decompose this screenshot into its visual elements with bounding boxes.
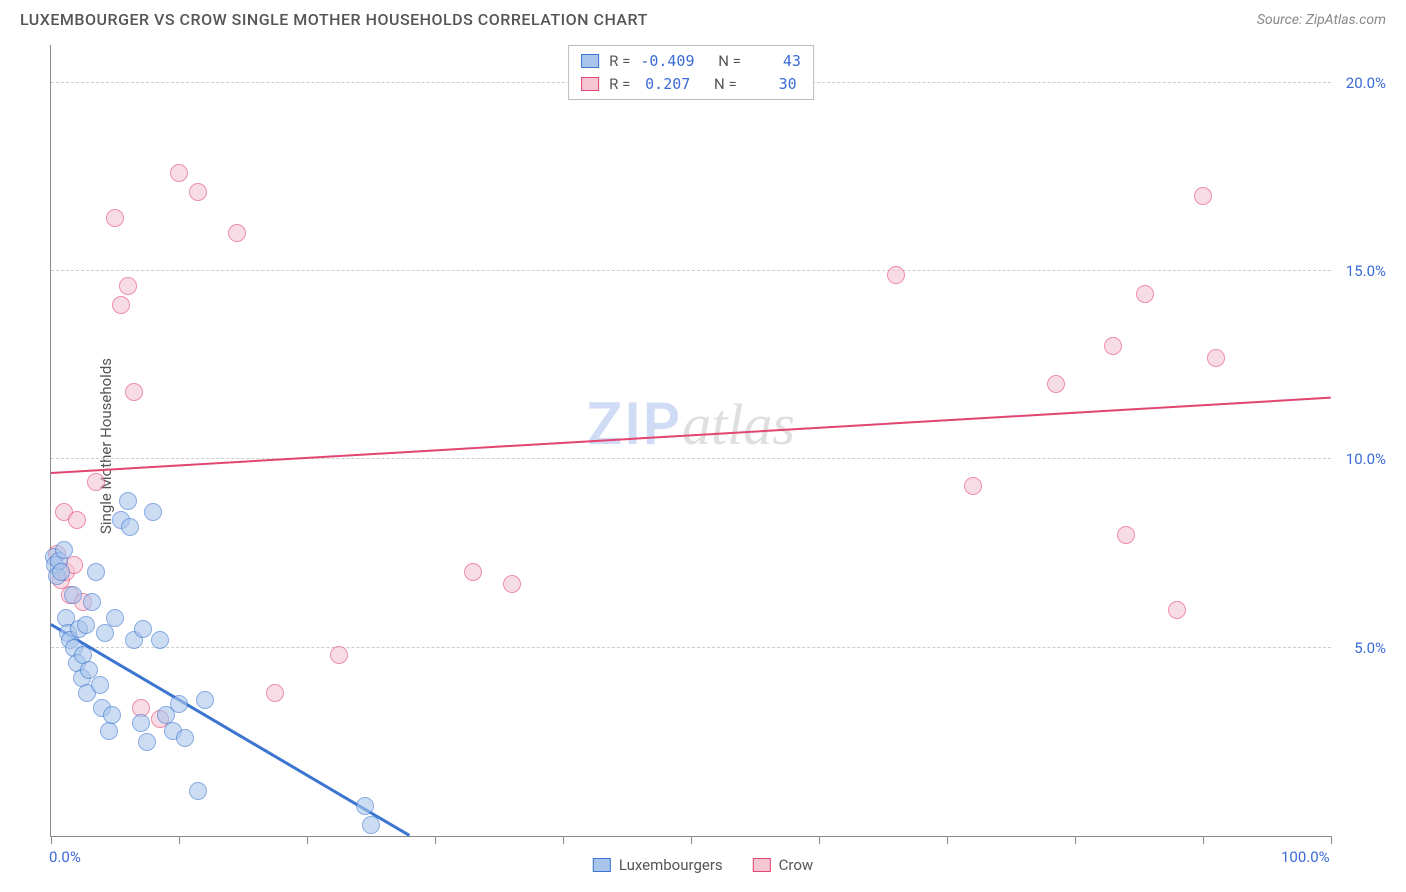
swatch-luxembourgers <box>581 54 599 68</box>
x-tick <box>435 836 436 844</box>
y-tick-label: 20.0% <box>1346 74 1386 92</box>
legend-item-luxembourgers: Luxembourgers <box>593 856 723 874</box>
data-point <box>176 729 194 747</box>
series-legend: Luxembourgers Crow <box>593 856 813 874</box>
data-point <box>68 511 86 529</box>
data-point <box>170 695 188 713</box>
data-point <box>106 209 124 227</box>
y-tick-label: 15.0% <box>1346 262 1386 280</box>
data-point <box>887 266 905 284</box>
trendline <box>51 397 1331 474</box>
gridline <box>51 270 1331 271</box>
data-point <box>119 492 137 510</box>
data-point <box>144 503 162 521</box>
chart-plot-area: ZIPatlas R = -0.409 N = 43 R = 0.207 N =… <box>50 45 1331 837</box>
legend-item-crow: Crow <box>753 856 814 874</box>
y-tick-label: 10.0% <box>1346 450 1386 468</box>
stats-row-crow: R = 0.207 N = 30 <box>581 73 801 96</box>
data-point <box>1136 285 1154 303</box>
chart-title: LUXEMBOURGER VS CROW SINGLE MOTHER HOUSE… <box>20 10 648 29</box>
legend-label-lux: Luxembourgers <box>619 856 723 874</box>
data-point <box>112 296 130 314</box>
n-value-lux: 43 <box>751 50 801 73</box>
r-value-crow: 0.207 <box>640 73 690 96</box>
legend-label-crow: Crow <box>779 856 814 874</box>
y-tick-label: 5.0% <box>1354 639 1386 657</box>
data-point <box>77 616 95 634</box>
data-point <box>132 714 150 732</box>
data-point <box>1117 526 1135 544</box>
x-tick <box>947 836 948 844</box>
data-point <box>125 383 143 401</box>
data-point <box>1047 375 1065 393</box>
data-point <box>330 646 348 664</box>
data-point <box>266 684 284 702</box>
r-value-lux: -0.409 <box>640 50 694 73</box>
data-point <box>83 593 101 611</box>
data-point <box>189 183 207 201</box>
data-point <box>1168 601 1186 619</box>
data-point <box>103 706 121 724</box>
data-point <box>64 586 82 604</box>
gridline <box>51 647 1331 648</box>
data-point <box>55 541 73 559</box>
x-tick <box>691 836 692 844</box>
swatch-crow <box>753 858 771 872</box>
data-point <box>138 733 156 751</box>
n-label: N = <box>714 73 737 96</box>
data-point <box>362 816 380 834</box>
watermark: ZIPatlas <box>587 391 795 459</box>
data-point <box>464 563 482 581</box>
data-point <box>1104 337 1122 355</box>
r-label: R = <box>609 50 630 73</box>
data-point <box>189 782 207 800</box>
data-point <box>134 620 152 638</box>
n-value-crow: 30 <box>747 73 797 96</box>
x-tick-label: 100.0% <box>1281 848 1330 866</box>
swatch-crow <box>581 77 599 91</box>
data-point <box>151 631 169 649</box>
data-point <box>96 624 114 642</box>
x-tick <box>1075 836 1076 844</box>
x-tick <box>307 836 308 844</box>
x-tick <box>563 836 564 844</box>
data-point <box>87 473 105 491</box>
data-point <box>52 563 70 581</box>
data-point <box>87 563 105 581</box>
data-point <box>196 691 214 709</box>
x-tick <box>1203 836 1204 844</box>
data-point <box>1207 349 1225 367</box>
x-tick <box>51 836 52 844</box>
data-point <box>119 277 137 295</box>
data-point <box>228 224 246 242</box>
data-point <box>91 676 109 694</box>
data-point <box>356 797 374 815</box>
data-point <box>1194 187 1212 205</box>
source-label: Source: ZipAtlas.com <box>1257 12 1386 28</box>
x-tick <box>179 836 180 844</box>
x-tick <box>1331 836 1332 844</box>
data-point <box>964 477 982 495</box>
data-point <box>106 609 124 627</box>
gridline <box>51 458 1331 459</box>
swatch-luxembourgers <box>593 858 611 872</box>
n-label: N = <box>718 50 741 73</box>
stats-row-luxembourgers: R = -0.409 N = 43 <box>581 50 801 73</box>
x-tick <box>819 836 820 844</box>
data-point <box>121 518 139 536</box>
stats-legend: R = -0.409 N = 43 R = 0.207 N = 30 <box>568 45 814 100</box>
data-point <box>170 164 188 182</box>
data-point <box>100 722 118 740</box>
r-label: R = <box>609 73 630 96</box>
x-tick-label: 0.0% <box>49 848 81 866</box>
data-point <box>503 575 521 593</box>
